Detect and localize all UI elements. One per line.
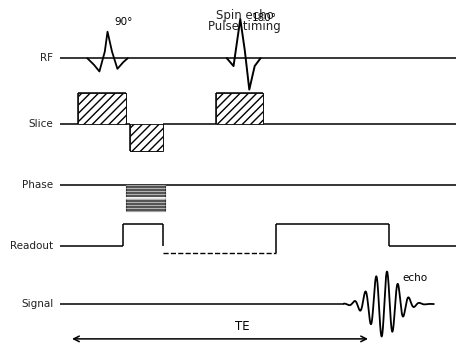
Bar xyxy=(130,125,163,151)
Text: Signal: Signal xyxy=(21,299,54,309)
Text: TE: TE xyxy=(235,320,250,333)
Text: RF: RF xyxy=(40,53,54,63)
Text: Slice: Slice xyxy=(29,120,54,130)
Text: 180°: 180° xyxy=(252,13,276,23)
Text: Readout: Readout xyxy=(10,241,54,251)
Text: Spin echo: Spin echo xyxy=(216,9,273,22)
Text: Phase: Phase xyxy=(22,181,54,191)
Text: echo: echo xyxy=(402,273,428,283)
Bar xyxy=(126,186,165,211)
Bar xyxy=(78,93,126,125)
Text: 90°: 90° xyxy=(114,17,133,27)
Bar xyxy=(216,93,263,125)
Text: Pulse timing: Pulse timing xyxy=(209,20,281,33)
